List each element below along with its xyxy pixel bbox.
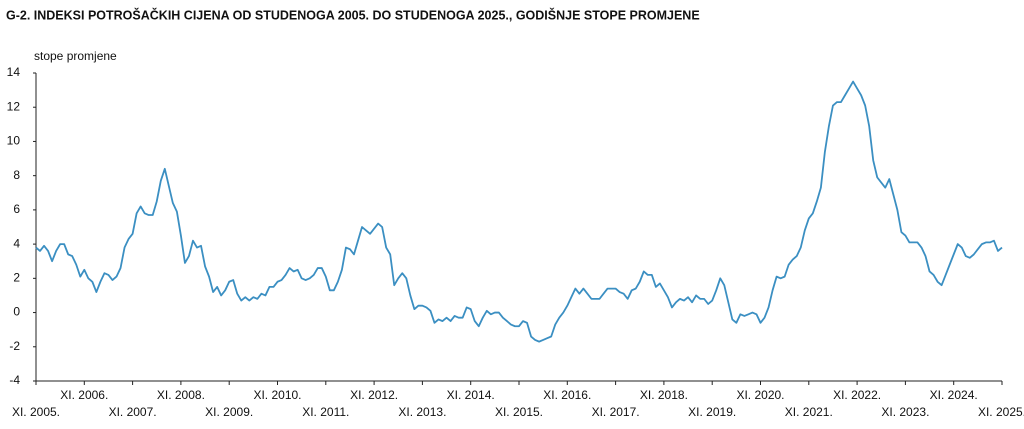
- x-tick-label: XI. 2005.: [12, 405, 60, 419]
- y-tick-label: 4: [13, 236, 20, 250]
- x-tick-label: XI. 2013.: [398, 405, 446, 419]
- y-tick-label: 14: [7, 65, 21, 79]
- x-tick-label: XI. 2022.: [833, 388, 881, 402]
- data-line: [35, 80, 1003, 343]
- chart-title: G-2. INDEKSI POTROŠAČKIH CIJENA OD STUDE…: [6, 7, 700, 22]
- y-tick-label: 12: [7, 99, 21, 113]
- x-tick-label: XI. 2019.: [688, 405, 736, 419]
- y-tick-label: 2: [13, 271, 20, 285]
- y-tick-label: -4: [9, 373, 20, 387]
- y-tick-label: 10: [7, 134, 21, 148]
- y-tick-label: 6: [13, 202, 20, 216]
- x-tick-label: XI. 2006.: [60, 388, 108, 402]
- y-tick-label: -2: [9, 339, 20, 353]
- x-tick-label: XI. 2015.: [495, 405, 543, 419]
- x-tick-label: XI. 2010.: [253, 388, 301, 402]
- x-tick-label: XI. 2007.: [109, 405, 157, 419]
- y-tick-label: 8: [13, 168, 20, 182]
- x-tick-label: XI. 2023.: [881, 405, 929, 419]
- x-tick-label: XI. 2020.: [736, 388, 784, 402]
- y-tick-label: 0: [13, 305, 20, 319]
- x-tick-label: XI. 2014.: [447, 388, 495, 402]
- x-tick-label: XI. 2011.: [302, 405, 349, 419]
- x-tick-label: XI. 2024.: [930, 388, 978, 402]
- x-tick-label: XI. 2018.: [640, 388, 688, 402]
- x-tick-label: XI. 2017.: [592, 405, 640, 419]
- x-tick-label: XI. 2021.: [785, 405, 833, 419]
- x-tick-label: XI. 2016.: [543, 388, 591, 402]
- x-tick-label: XI. 2012.: [350, 388, 398, 402]
- x-tick-label: XI. 2008.: [157, 388, 205, 402]
- y-axis-label: stope promjene: [34, 49, 117, 63]
- x-tick-label: XI. 2025.: [978, 405, 1024, 419]
- x-tick-label: XI. 2009.: [205, 405, 253, 419]
